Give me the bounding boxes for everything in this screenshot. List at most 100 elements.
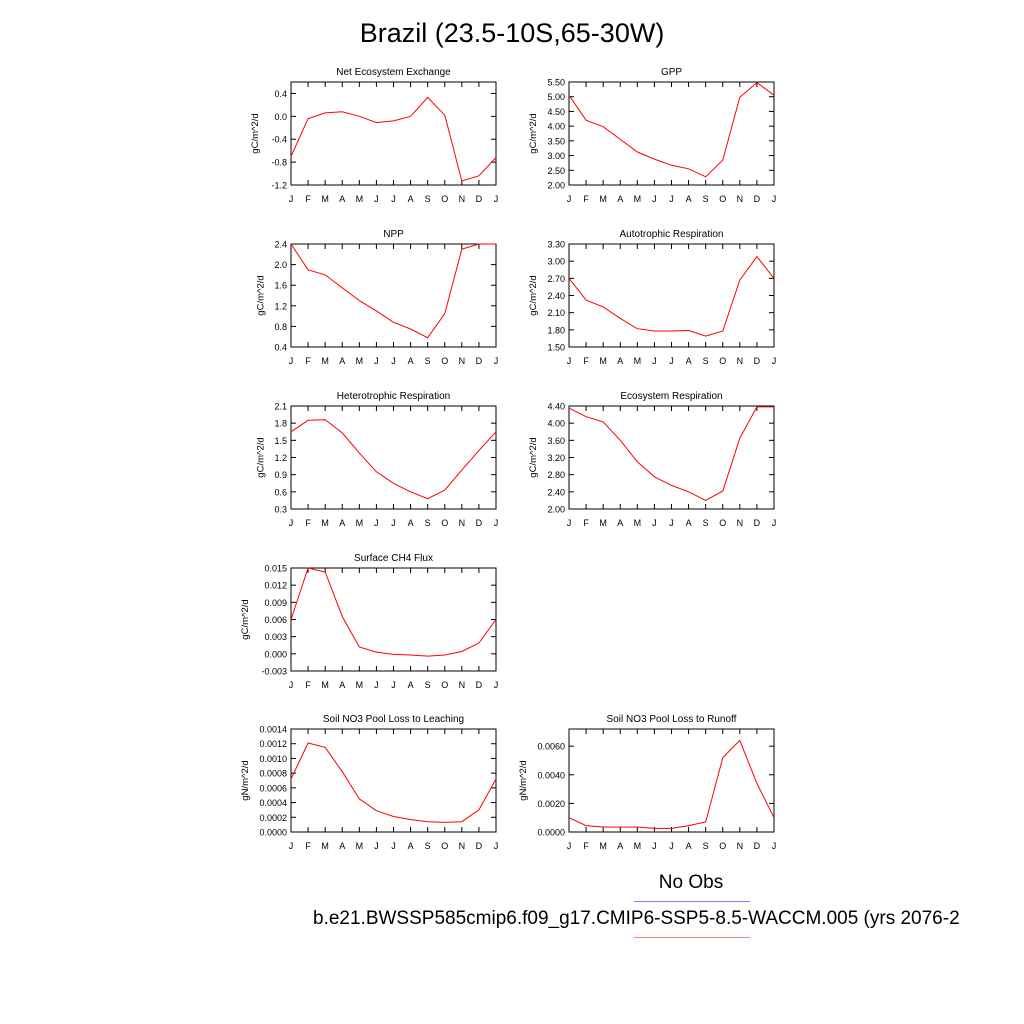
y-axis-label: gC/m^2/d xyxy=(250,113,261,153)
x-tick-label: O xyxy=(719,841,726,851)
x-tick-label: M xyxy=(599,356,607,366)
x-tick-label: N xyxy=(459,841,466,851)
series-line xyxy=(568,406,774,501)
plot-frame xyxy=(568,243,775,348)
y-tick-label: 0.3 xyxy=(274,505,287,515)
x-tick-label: J xyxy=(652,194,657,204)
x-tick-label: J xyxy=(494,194,499,204)
x-tick-label: M xyxy=(356,841,364,851)
x-tick-label: J xyxy=(567,518,572,528)
y-tick-label: 2.0 xyxy=(274,260,287,270)
y-tick-label: 2.10 xyxy=(547,308,565,318)
x-tick-label: J xyxy=(567,841,572,851)
y-tick-label: 2.00 xyxy=(547,505,565,515)
x-tick-label: O xyxy=(441,518,448,528)
x-tick-label: F xyxy=(583,194,589,204)
x-tick-label: D xyxy=(476,356,483,366)
y-tick-label: 1.6 xyxy=(274,281,287,291)
y-tick-label: 0.9 xyxy=(274,470,287,480)
x-tick-label: A xyxy=(617,356,623,366)
x-tick-label: J xyxy=(669,356,674,366)
x-tick-label: D xyxy=(754,356,761,366)
x-tick-label: A xyxy=(339,194,345,204)
x-tick-label: J xyxy=(374,841,379,851)
y-tick-label: 3.30 xyxy=(547,240,565,250)
page-title: Brazil (23.5-10S,65-30W) xyxy=(359,18,665,48)
y-tick-label: 0.8 xyxy=(274,322,287,332)
y-tick-label: 2.40 xyxy=(547,291,565,301)
x-tick-label: F xyxy=(305,841,311,851)
plot-frame xyxy=(568,81,775,186)
x-tick-label: J xyxy=(669,194,674,204)
x-tick-label: A xyxy=(617,841,623,851)
x-tick-label: J xyxy=(289,680,294,690)
y-tick-label: 3.50 xyxy=(547,136,565,146)
y-tick-label: 1.2 xyxy=(274,301,287,311)
x-tick-label: J xyxy=(652,841,657,851)
x-tick-label: O xyxy=(441,841,448,851)
x-tick-label: J xyxy=(567,356,572,366)
x-tick-label: A xyxy=(408,356,414,366)
panel-title: Surface CH4 Flux xyxy=(354,553,433,564)
series-line xyxy=(568,81,775,178)
y-tick-label: 0.0000 xyxy=(537,828,565,838)
y-axis-label: gC/m^2/d xyxy=(240,599,251,639)
x-tick-label: A xyxy=(408,194,414,204)
plot-frame xyxy=(568,405,775,510)
plot-frame xyxy=(290,567,497,672)
x-tick-label: M xyxy=(634,518,642,528)
x-tick-label: D xyxy=(754,194,761,204)
y-tick-label: 1.50 xyxy=(547,343,565,353)
x-tick-label: O xyxy=(719,194,726,204)
y-tick-label: 0.0002 xyxy=(259,813,287,823)
x-tick-label: J xyxy=(374,356,379,366)
x-tick-label: M xyxy=(321,680,329,690)
x-tick-label: N xyxy=(459,356,466,366)
x-tick-label: J xyxy=(289,194,294,204)
series-line xyxy=(290,96,497,182)
y-tick-label: 0.4 xyxy=(274,89,287,99)
x-tick-label: J xyxy=(289,841,294,851)
x-tick-label: M xyxy=(356,194,364,204)
y-tick-label: 0.000 xyxy=(264,649,287,659)
x-tick-label: F xyxy=(583,841,589,851)
y-tick-label: 5.50 xyxy=(547,78,565,88)
y-tick-label: 2.00 xyxy=(547,181,565,191)
y-tick-label: 3.00 xyxy=(547,257,565,267)
y-tick-label: 1.80 xyxy=(547,325,565,335)
y-axis-label: gC/m^2/d xyxy=(528,275,539,315)
y-tick-label: 0.0008 xyxy=(259,769,287,779)
x-tick-label: O xyxy=(719,356,726,366)
plot-frame xyxy=(290,81,497,186)
y-tick-label: 0.0040 xyxy=(537,770,565,780)
x-tick-label: F xyxy=(305,194,311,204)
x-tick-label: J xyxy=(669,518,674,528)
x-tick-label: A xyxy=(339,356,345,366)
y-tick-label: 3.20 xyxy=(547,453,565,463)
y-tick-label: 4.50 xyxy=(547,107,565,117)
panel-title: Soil NO3 Pool Loss to Runoff xyxy=(607,714,737,725)
y-tick-label: 4.00 xyxy=(547,419,565,429)
x-tick-label: O xyxy=(441,680,448,690)
x-tick-label: S xyxy=(703,841,709,851)
y-tick-label: 0.012 xyxy=(264,581,287,591)
x-tick-label: N xyxy=(737,194,744,204)
plot-frame xyxy=(568,728,775,833)
y-axis-label: gN/m^2/d xyxy=(518,760,529,800)
y-tick-label: 0.003 xyxy=(264,632,287,642)
x-tick-label: S xyxy=(425,518,431,528)
x-tick-label: A xyxy=(408,841,414,851)
legend-case-line xyxy=(634,937,750,938)
panel-title: GPP xyxy=(661,67,682,78)
y-tick-label: 0.0014 xyxy=(259,725,287,735)
x-tick-label: N xyxy=(459,518,466,528)
x-tick-label: J xyxy=(391,518,396,528)
x-tick-label: M xyxy=(321,194,329,204)
plot-frame xyxy=(290,243,497,348)
